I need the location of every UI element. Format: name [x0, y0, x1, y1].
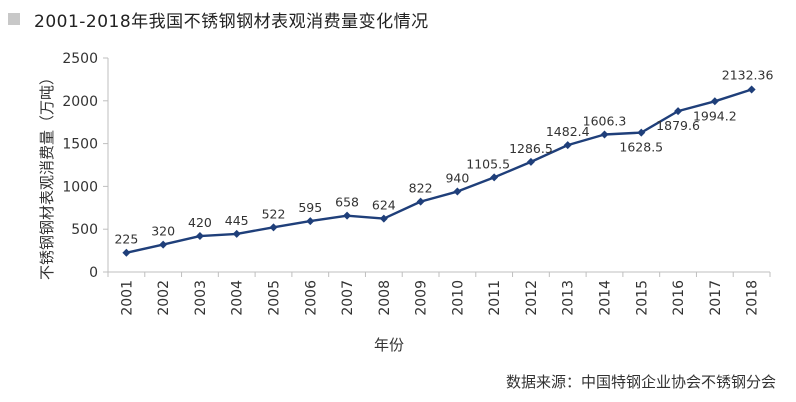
chart-title: 2001-2018年我国不锈钢钢材表观消费量变化情况 [34, 11, 429, 32]
x-tick-label: 2011 [487, 280, 503, 316]
data-point [563, 141, 572, 150]
data-label: 624 [372, 198, 396, 213]
x-tick-label: 2001 [119, 280, 135, 316]
x-tick-label: 2015 [634, 280, 650, 316]
data-point [416, 197, 425, 206]
data-point [710, 97, 719, 106]
data-label: 1105.5 [466, 156, 510, 171]
data-label: 822 [409, 181, 433, 196]
x-tick-label: 2009 [414, 280, 430, 316]
y-tick-label: 1500 [62, 137, 98, 153]
data-point [195, 232, 204, 241]
x-tick-label: 2010 [450, 280, 466, 316]
data-point [343, 211, 352, 220]
y-tick-label: 500 [71, 222, 98, 238]
x-tick-label: 2018 [745, 280, 761, 316]
data-point [526, 157, 535, 166]
data-label: 1994.2 [693, 108, 737, 123]
data-point [232, 229, 241, 238]
y-axis-title: 不锈钢钢材表观消费量（万吨） [38, 70, 56, 280]
data-point [269, 223, 278, 232]
data-source: 数据来源：中国特钢企业协会不锈钢分会 [505, 373, 776, 391]
series-line [126, 88, 752, 254]
data-point [122, 248, 131, 257]
data-label: 1482.4 [546, 124, 590, 139]
data-label: 940 [445, 171, 469, 186]
data-point [747, 85, 756, 94]
x-tick-label: 2002 [156, 280, 172, 316]
data-label: 1879.6 [656, 118, 700, 133]
x-tick-label: 2012 [524, 280, 540, 316]
y-tick-label: 1000 [62, 179, 98, 195]
x-tick-label: 2007 [340, 280, 356, 316]
data-label: 445 [225, 213, 249, 228]
data-label: 225 [114, 232, 138, 247]
data-point [637, 128, 646, 137]
x-tick-label: 2016 [671, 280, 687, 316]
data-point [306, 217, 315, 226]
x-tick-label: 2017 [708, 280, 724, 316]
data-label: 522 [262, 206, 286, 221]
data-label: 2132.36 [722, 67, 774, 82]
data-label: 1628.5 [619, 140, 663, 155]
title-marker-icon [8, 13, 20, 25]
data-label: 420 [188, 215, 212, 230]
y-tick-label: 2500 [62, 51, 98, 67]
data-label: 320 [151, 224, 175, 239]
data-point [600, 130, 609, 139]
x-tick-label: 2005 [267, 280, 283, 316]
x-tick-label: 2006 [303, 280, 319, 316]
x-tick-label: 2014 [598, 280, 614, 316]
data-label: 1286.5 [509, 141, 553, 156]
data-point [379, 214, 388, 223]
x-tick-label: 2003 [193, 280, 209, 316]
data-label: 658 [335, 195, 359, 210]
data-point [674, 107, 683, 116]
y-tick-label: 2000 [62, 94, 98, 110]
data-point [453, 187, 462, 196]
y-tick-label: 0 [89, 265, 98, 281]
data-label: 1606.3 [583, 114, 627, 129]
x-tick-label: 2008 [377, 280, 393, 316]
x-axis-title: 年份 [374, 336, 404, 354]
x-tick-label: 2004 [230, 280, 246, 316]
chart-title-row: 2001-2018年我国不锈钢钢材表观消费量变化情况 [8, 6, 429, 32]
data-label: 595 [298, 200, 322, 215]
x-tick-label: 2013 [561, 280, 577, 316]
data-point [490, 173, 499, 182]
data-point [159, 240, 168, 249]
